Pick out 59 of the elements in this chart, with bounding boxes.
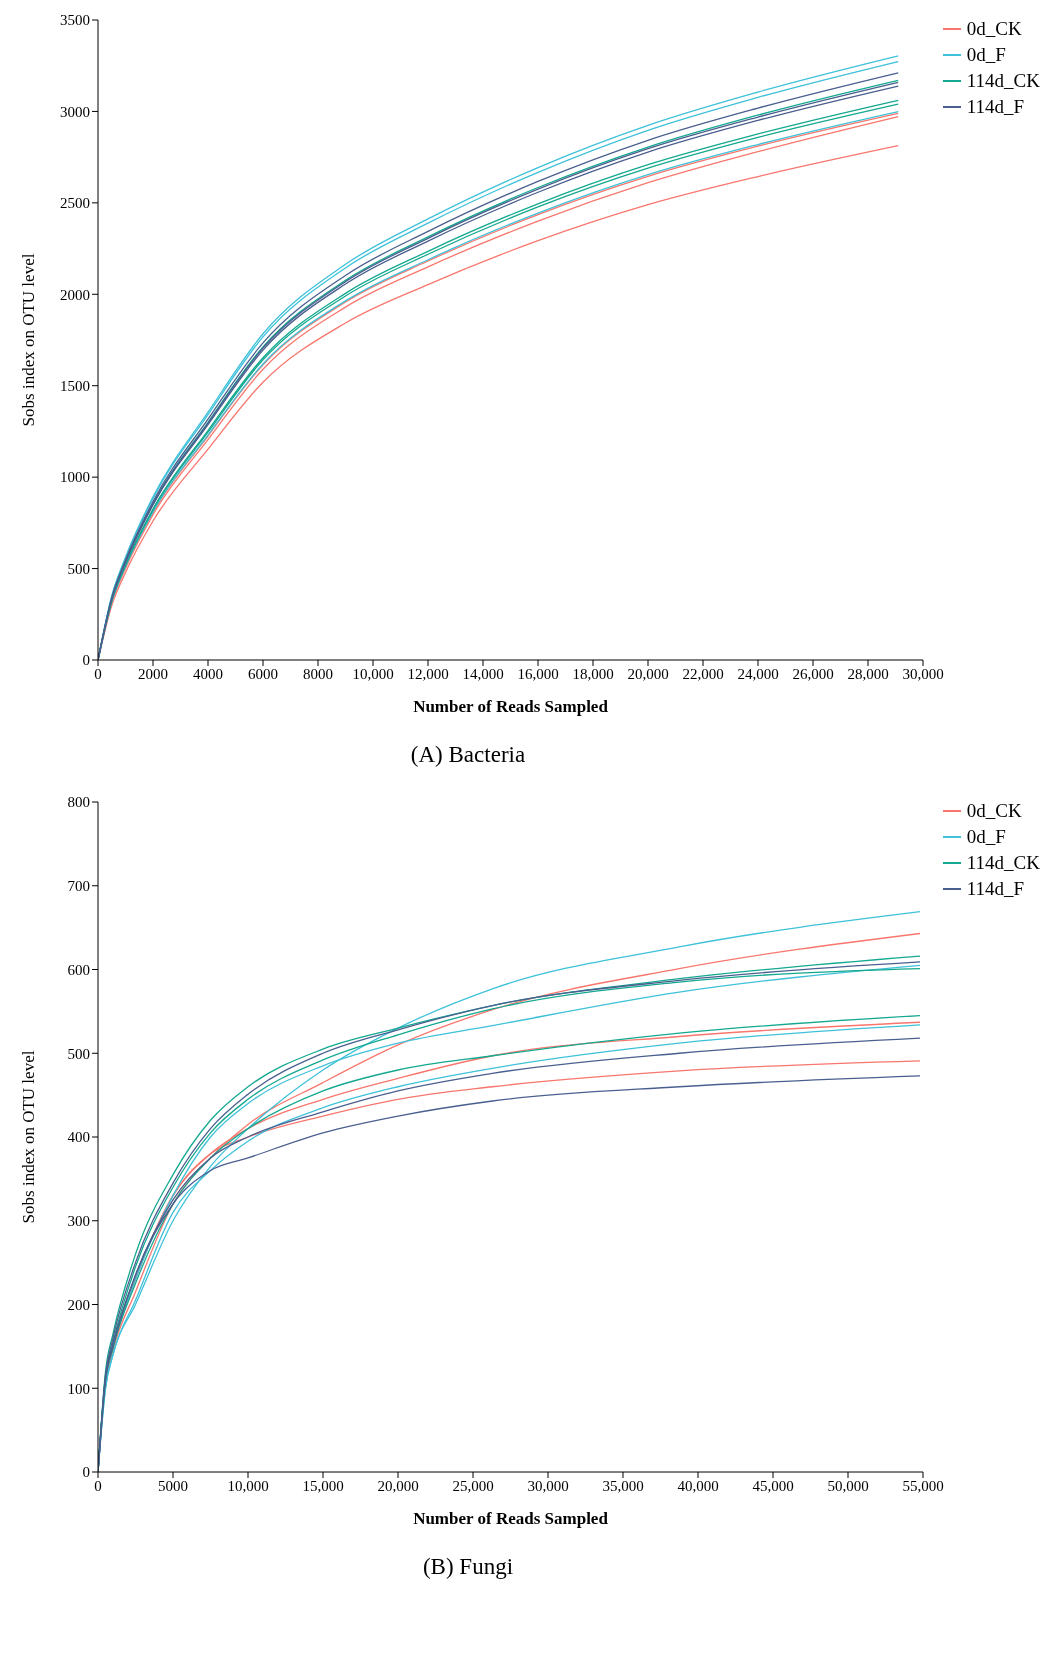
x-tick-label: 55,000 bbox=[902, 1477, 944, 1494]
legend-label: 0d_F bbox=[966, 44, 1006, 66]
x-tick-label: 10,000 bbox=[227, 1477, 269, 1494]
x-tick-label: 10,000 bbox=[352, 665, 394, 682]
x-tick-label: 18,000 bbox=[572, 665, 614, 682]
legend-label: 114d_F bbox=[966, 878, 1025, 900]
text: (A) Bacteria bbox=[409, 741, 527, 769]
x-tick-label: 20,000 bbox=[377, 1477, 419, 1494]
y-tick-label: 0 bbox=[82, 1464, 90, 1481]
x-tick-label: 24,000 bbox=[737, 665, 779, 682]
x-tick-label: 16,000 bbox=[517, 665, 559, 682]
x-tick-label: 35,000 bbox=[602, 1477, 644, 1494]
x-tick-label: 25,000 bbox=[452, 1477, 494, 1494]
legend-label: 114d_CK bbox=[966, 852, 1040, 874]
y-axis-title: Sobs index on OTU level bbox=[19, 253, 39, 427]
y-tick-label: 700 bbox=[67, 878, 90, 895]
x-tick-label: 12,000 bbox=[407, 665, 449, 682]
x-tick-label: 22,000 bbox=[682, 665, 724, 682]
legend-label: 0d_CK bbox=[966, 800, 1022, 822]
x-tick-label: 30,000 bbox=[902, 665, 944, 682]
x-tick-label: 28,000 bbox=[847, 665, 889, 682]
y-tick-label: 2500 bbox=[60, 195, 90, 212]
x-tick-label: 2000 bbox=[138, 665, 168, 682]
x-tick-label: 14,000 bbox=[462, 665, 504, 682]
x-axis-title: Number of Reads Sampled bbox=[413, 1509, 609, 1528]
legend-label: 114d_CK bbox=[966, 70, 1040, 92]
y-tick-label: 600 bbox=[67, 961, 90, 978]
x-tick-label: 15,000 bbox=[302, 1477, 344, 1494]
y-axis-title: Sobs index on OTU level bbox=[19, 1050, 39, 1224]
x-tick-label: 6000 bbox=[248, 665, 278, 682]
y-tick-label: 3500 bbox=[60, 12, 90, 29]
x-tick-label: 8000 bbox=[303, 665, 333, 682]
x-tick-label: 0 bbox=[94, 1477, 102, 1494]
x-tick-label: 4000 bbox=[193, 665, 223, 682]
x-tick-label: 50,000 bbox=[827, 1477, 869, 1494]
legend-label: 114d_F bbox=[966, 96, 1025, 118]
y-tick-label: 300 bbox=[67, 1213, 90, 1230]
y-tick-label: 500 bbox=[67, 560, 90, 577]
y-tick-label: 1500 bbox=[60, 378, 90, 395]
x-axis-title: Number of Reads Sampled bbox=[413, 697, 609, 716]
y-tick-label: 100 bbox=[67, 1380, 90, 1397]
text: (B) Fungi bbox=[421, 1553, 515, 1581]
legend-label: 0d_CK bbox=[966, 18, 1022, 40]
x-tick-label: 0 bbox=[94, 665, 102, 682]
y-tick-label: 1000 bbox=[60, 469, 90, 486]
y-tick-label: 200 bbox=[67, 1296, 90, 1313]
y-tick-label: 3000 bbox=[60, 103, 90, 120]
x-tick-label: 30,000 bbox=[527, 1477, 569, 1494]
y-tick-label: 800 bbox=[67, 794, 90, 811]
x-tick-label: 20,000 bbox=[627, 665, 669, 682]
x-tick-label: 26,000 bbox=[792, 665, 834, 682]
y-tick-label: 500 bbox=[67, 1045, 90, 1062]
legend-label: 0d_F bbox=[966, 826, 1006, 848]
x-tick-label: 5000 bbox=[158, 1477, 188, 1494]
y-tick-label: 2000 bbox=[60, 286, 90, 303]
x-tick-label: 40,000 bbox=[677, 1477, 719, 1494]
y-tick-label: 400 bbox=[67, 1129, 90, 1146]
x-tick-label: 45,000 bbox=[752, 1477, 794, 1494]
y-tick-label: 0 bbox=[82, 652, 90, 669]
